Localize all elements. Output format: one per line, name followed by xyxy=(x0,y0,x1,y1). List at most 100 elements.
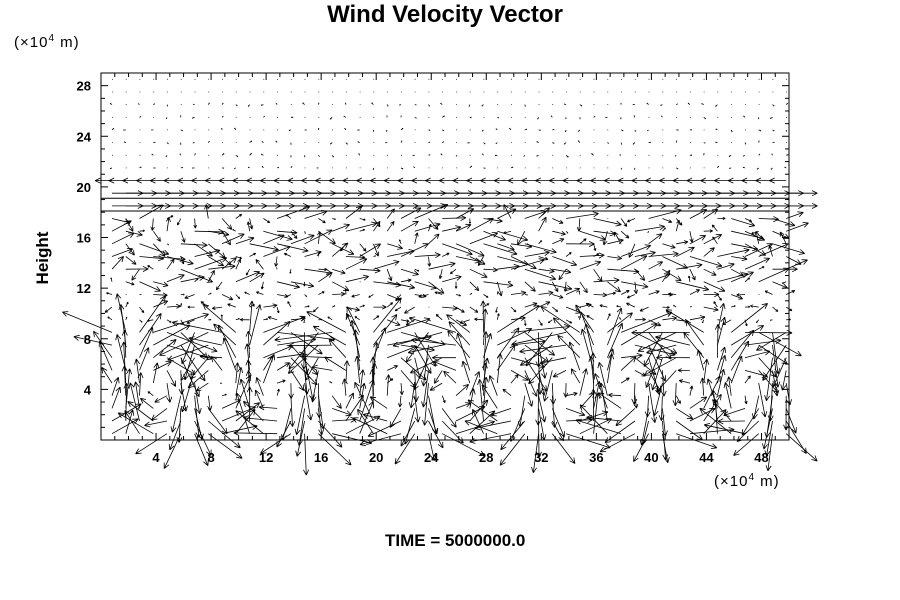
wind-vector xyxy=(370,356,376,396)
wind-vector xyxy=(488,375,498,396)
wind-vector xyxy=(344,102,347,105)
wind-vector xyxy=(502,388,512,397)
wind-vector xyxy=(276,388,280,396)
wind-vector xyxy=(128,382,140,422)
wind-vector xyxy=(599,304,608,308)
wind-vector xyxy=(744,243,767,256)
wind-vector xyxy=(421,370,429,408)
wind-vector xyxy=(208,243,226,259)
wind-vector xyxy=(180,129,183,132)
wind-vector xyxy=(675,420,703,441)
wind-vector xyxy=(288,383,294,399)
wind-vector xyxy=(177,218,182,226)
wind-vector xyxy=(769,177,787,184)
wind-vector xyxy=(676,240,689,245)
x-tick-label: 8 xyxy=(207,450,214,465)
wind-vector xyxy=(373,260,400,270)
wind-vector xyxy=(525,332,553,367)
wind-vector xyxy=(524,294,528,296)
wind-vector xyxy=(524,302,538,308)
wind-vector xyxy=(235,213,243,219)
wind-vector xyxy=(676,103,678,105)
wind-vector xyxy=(570,368,581,384)
wind-vector xyxy=(469,293,473,295)
wind-vector xyxy=(772,104,775,107)
wind-vector xyxy=(580,311,594,346)
wind-vector xyxy=(628,243,636,258)
wind-vector xyxy=(517,395,526,428)
wind-vector xyxy=(140,397,154,409)
wind-vector xyxy=(648,319,662,327)
wind-vector xyxy=(180,275,205,283)
wind-vector xyxy=(607,255,623,261)
wind-vector xyxy=(550,115,553,118)
wind-vector xyxy=(153,313,209,333)
wind-vector xyxy=(139,313,162,346)
wind-vector xyxy=(575,418,622,435)
wind-vector xyxy=(139,229,145,232)
wind-vector xyxy=(715,128,718,131)
wind-vector xyxy=(208,256,225,267)
wind-vector xyxy=(277,229,298,236)
wind-vector xyxy=(207,395,213,411)
wind-vector xyxy=(144,420,168,428)
wind-vector xyxy=(565,306,582,314)
wind-vector xyxy=(730,129,733,133)
wind-vector xyxy=(221,102,224,105)
wind-vector xyxy=(668,292,677,296)
wind-vector xyxy=(422,383,429,426)
wind-vector xyxy=(772,129,775,132)
wind-vector xyxy=(566,211,599,219)
wind-vector xyxy=(538,290,554,296)
wind-vector xyxy=(626,218,636,223)
wind-vector xyxy=(385,129,388,132)
wind-vector xyxy=(111,377,120,396)
wind-vector xyxy=(662,243,676,249)
wind-vector xyxy=(302,102,305,105)
wind-vector xyxy=(785,383,792,406)
wind-vector xyxy=(115,293,127,333)
wind-vector xyxy=(496,327,520,358)
wind-vector xyxy=(359,218,366,221)
wind-vector xyxy=(153,167,156,169)
wind-vector xyxy=(651,357,663,391)
wind-vector xyxy=(538,268,555,274)
wind-vector xyxy=(703,153,705,156)
wind-vector xyxy=(497,230,529,242)
wind-vector xyxy=(731,255,748,262)
wind-vector xyxy=(579,368,588,396)
wind-vector xyxy=(634,167,636,170)
wind-vector xyxy=(645,344,663,388)
wind-vector xyxy=(400,243,429,257)
wind-vector xyxy=(400,220,419,232)
wind-vector xyxy=(469,218,494,232)
wind-vector xyxy=(731,218,756,228)
wind-vector xyxy=(235,258,241,270)
wind-vector xyxy=(661,115,663,118)
wind-vector xyxy=(275,102,278,105)
wind-vector xyxy=(455,223,472,232)
wind-vector xyxy=(565,230,569,234)
x-tick-label: 28 xyxy=(479,450,493,465)
wind-vector xyxy=(386,208,395,219)
wind-vector xyxy=(441,408,457,428)
wind-vector xyxy=(171,320,223,333)
wind-vector xyxy=(235,374,252,409)
wind-vector xyxy=(168,420,182,451)
wind-vector xyxy=(648,233,663,245)
wind-vector xyxy=(295,420,305,457)
wind-vector xyxy=(661,408,668,437)
wind-vector xyxy=(715,141,718,144)
wind-vector xyxy=(662,218,673,223)
wind-vector xyxy=(703,291,720,298)
wind-vector xyxy=(428,233,440,245)
wind-vector xyxy=(244,291,250,295)
wind-vector xyxy=(538,207,550,219)
wind-vector xyxy=(191,116,195,119)
wind-vector xyxy=(578,129,581,132)
wind-vector xyxy=(442,129,445,132)
wind-vector xyxy=(263,115,265,118)
wind-vector xyxy=(332,433,373,445)
wind-vector xyxy=(288,332,319,370)
wind-vector xyxy=(429,382,443,391)
